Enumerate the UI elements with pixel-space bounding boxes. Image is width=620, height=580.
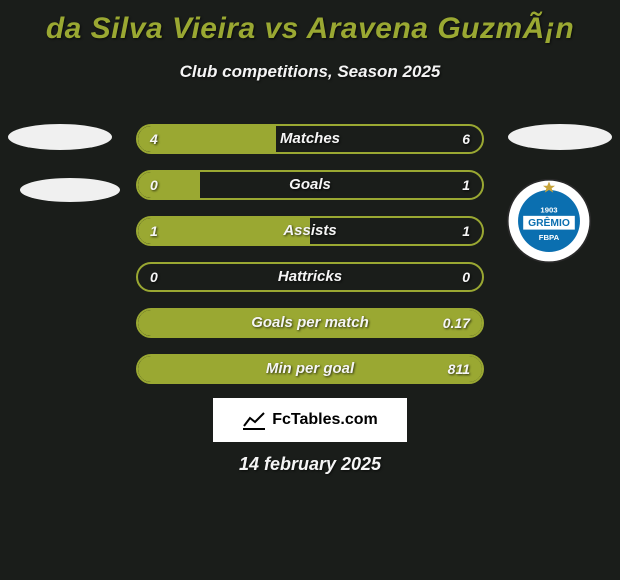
brand-text: FcTables.com <box>272 411 378 429</box>
stat-label: Matches <box>138 126 482 152</box>
val-right: 6 <box>462 126 470 152</box>
badge-sub: FBPA <box>539 233 560 242</box>
player-right-photo <box>508 124 612 150</box>
stat-label: Goals <box>138 172 482 198</box>
page-title: da Silva Vieira vs Aravena GuzmÃ¡n <box>0 0 620 46</box>
stat-label: Min per goal <box>138 356 482 382</box>
stat-row-matches: 4 Matches 6 <box>136 124 484 154</box>
stat-row-goals: 0 Goals 1 <box>136 170 484 200</box>
stat-label: Goals per match <box>138 310 482 336</box>
brand-logo-icon <box>242 410 266 430</box>
date-text: 14 february 2025 <box>0 454 620 475</box>
badge-year: 1903 <box>540 205 558 214</box>
val-right: 0.17 <box>443 310 470 336</box>
stat-row-gpm: Goals per match 0.17 <box>136 308 484 338</box>
stat-row-assists: 1 Assists 1 <box>136 216 484 246</box>
val-right: 811 <box>448 356 470 382</box>
stat-label: Assists <box>138 218 482 244</box>
subtitle: Club competitions, Season 2025 <box>0 62 620 82</box>
player-left-photo-2 <box>20 178 120 202</box>
player-left-photo-1 <box>8 124 112 150</box>
stat-row-hattricks: 0 Hattricks 0 <box>136 262 484 292</box>
badge-main: GRÊMIO <box>528 216 570 229</box>
club-badge: 1903 GRÊMIO FBPA <box>506 178 592 264</box>
brand-box[interactable]: FcTables.com <box>213 398 407 442</box>
val-right: 1 <box>462 218 470 244</box>
val-right: 1 <box>462 172 470 198</box>
stat-label: Hattricks <box>138 264 482 290</box>
stats-container: 4 Matches 6 0 Goals 1 1 Assists 1 0 Hatt… <box>136 124 484 400</box>
val-right: 0 <box>462 264 470 290</box>
stat-row-mpg: Min per goal 811 <box>136 354 484 384</box>
